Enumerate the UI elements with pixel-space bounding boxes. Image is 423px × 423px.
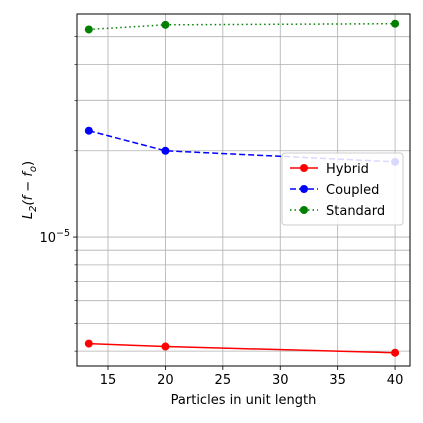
x-tick-label: 35 bbox=[329, 373, 346, 388]
data-point-standard bbox=[161, 20, 170, 29]
data-point-standard bbox=[391, 19, 400, 28]
x-tick-label: 15 bbox=[100, 373, 117, 388]
legend-marker-hybrid bbox=[300, 164, 308, 172]
legend-marker-coupled bbox=[300, 185, 308, 193]
plot-frame bbox=[76, 13, 411, 367]
x-tick-label: 30 bbox=[272, 373, 289, 388]
x-axis-label: Particles in unit length bbox=[171, 393, 317, 408]
series-layer bbox=[84, 19, 400, 357]
legend-label: Hybrid bbox=[326, 162, 369, 177]
x-tick-label: 40 bbox=[387, 373, 404, 388]
x-tick-label: 20 bbox=[157, 373, 174, 388]
legend: Hybrid Coupled Standard bbox=[281, 152, 404, 226]
y-axis-label: L2(f − fo) bbox=[21, 161, 39, 219]
legend-box bbox=[281, 152, 404, 226]
data-point-standard bbox=[84, 25, 93, 34]
data-point-hybrid bbox=[84, 339, 93, 348]
series-line-standard bbox=[88, 22, 396, 31]
data-point-hybrid bbox=[391, 348, 400, 357]
legend-marker-standard bbox=[300, 206, 308, 214]
y-tick-label: 10−5 bbox=[39, 228, 70, 246]
legend-label: Standard bbox=[326, 204, 385, 219]
data-point-hybrid bbox=[161, 342, 170, 351]
legend-label: Coupled bbox=[326, 183, 379, 198]
ticks: 15 20 25 30 35 40 10−5 bbox=[39, 36, 404, 388]
data-point-coupled bbox=[161, 146, 170, 155]
x-tick-label: 25 bbox=[215, 373, 232, 388]
data-point-coupled bbox=[84, 126, 93, 135]
